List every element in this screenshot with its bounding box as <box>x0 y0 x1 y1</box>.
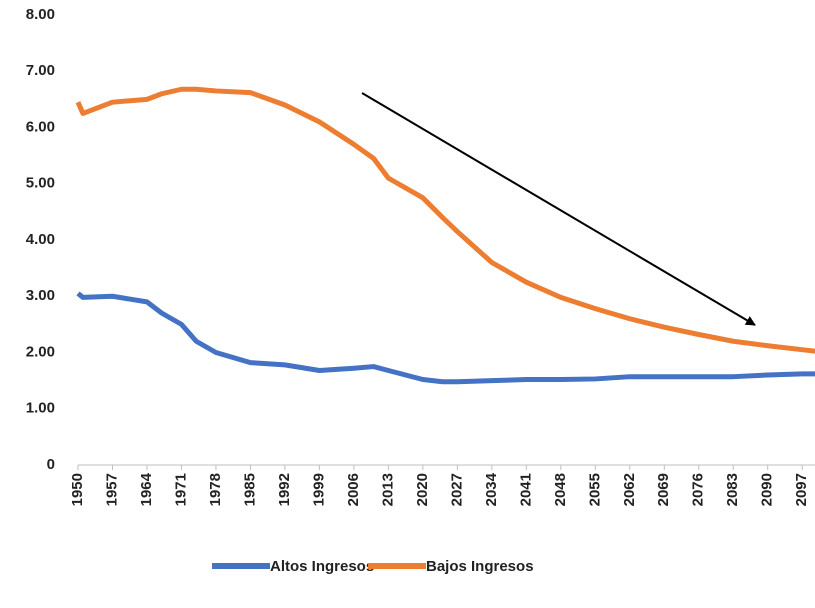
series-line <box>75 86 815 354</box>
y-tick-label: 0 <box>47 456 55 473</box>
x-tick-label: 2048 <box>552 473 569 506</box>
x-tick-label: 1999 <box>310 473 327 506</box>
legend-label: Bajos Ingresos <box>426 558 534 575</box>
x-tick-label: 2076 <box>690 473 707 506</box>
x-tick-label: 1992 <box>276 473 293 506</box>
trend-arrow <box>361 92 756 326</box>
x-tick-label: 2062 <box>621 473 638 506</box>
x-tick-label: 2027 <box>448 473 465 506</box>
x-tick-label: 1950 <box>69 473 86 506</box>
x-tick-label: 2020 <box>414 473 431 506</box>
y-tick-label: 3.00 <box>26 287 55 304</box>
x-tick-label: 2013 <box>379 473 396 506</box>
y-tick-label: 2.00 <box>26 343 55 360</box>
x-tick-label: 2041 <box>517 473 534 506</box>
x-tick-label: 2090 <box>759 473 776 506</box>
x-tick-label: 2034 <box>483 472 500 506</box>
y-tick-label: 5.00 <box>26 175 55 192</box>
y-tick-label: 8.00 <box>26 6 55 23</box>
legend-label: Altos Ingresos <box>270 558 374 575</box>
x-tick-label: 1964 <box>138 472 155 506</box>
y-tick-label: 1.00 <box>26 400 55 417</box>
x-tick-label: 1971 <box>172 473 189 506</box>
series-line <box>76 291 815 385</box>
x-tick-label: 2069 <box>655 473 672 506</box>
x-tick-label: 2097 <box>793 473 810 506</box>
x-tick-label: 1978 <box>207 473 224 506</box>
x-tick-label: 2083 <box>724 473 741 506</box>
x-tick-label: 1957 <box>103 473 120 506</box>
x-tick-label: 2006 <box>345 473 362 506</box>
x-tick-label: 2055 <box>586 473 603 506</box>
y-tick-label: 7.00 <box>26 62 55 79</box>
y-tick-label: 4.00 <box>26 231 55 248</box>
y-tick-label: 6.00 <box>26 118 55 135</box>
x-tick-label: 1985 <box>241 473 258 506</box>
